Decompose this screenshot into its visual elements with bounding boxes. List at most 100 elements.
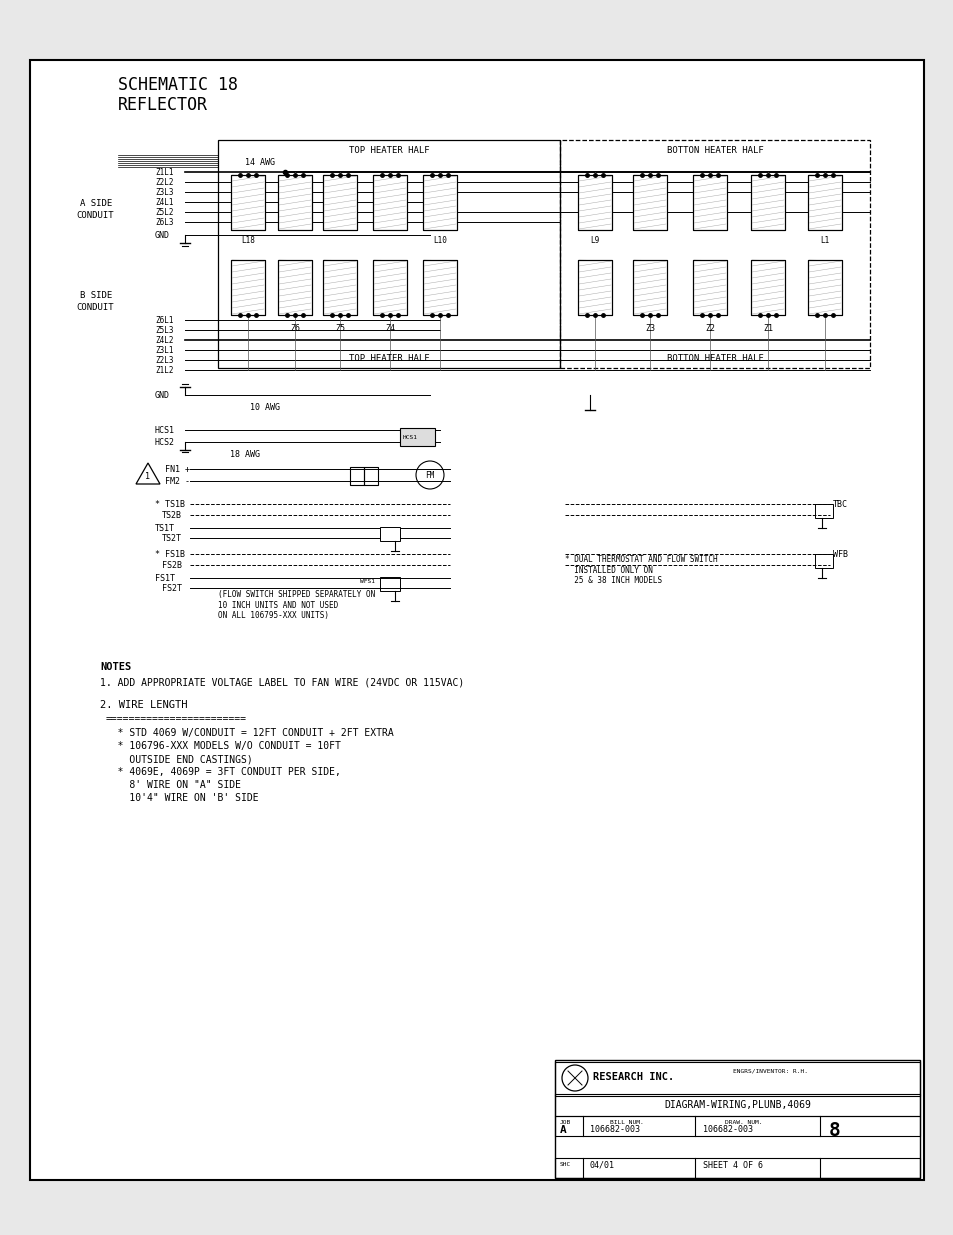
Bar — [323, 175, 356, 230]
Text: TBC: TBC — [832, 499, 847, 509]
Bar — [633, 175, 666, 230]
Bar — [750, 261, 784, 315]
Text: FM2 -: FM2 - — [165, 477, 190, 485]
Text: CONDUIT: CONDUIT — [76, 210, 113, 220]
Text: ========================: ======================== — [106, 714, 247, 724]
Text: BILL NUM.: BILL NUM. — [609, 1119, 643, 1125]
Bar — [750, 261, 784, 315]
Text: Z6L1: Z6L1 — [154, 315, 173, 325]
Text: Z4L2: Z4L2 — [154, 336, 173, 345]
Text: * FS1B: * FS1B — [154, 550, 185, 558]
Bar — [555, 1116, 919, 1136]
Bar — [373, 175, 407, 230]
Text: (FLOW SWITCH SHIPPED SEPARATELY ON
10 INCH UNITS AND NOT USED
ON ALL 106795-XXX : (FLOW SWITCH SHIPPED SEPARATELY ON 10 IN… — [218, 590, 375, 620]
Text: Z4L1: Z4L1 — [154, 198, 173, 206]
Bar — [231, 261, 265, 315]
Bar — [422, 175, 456, 230]
Text: * DUAL THERMOSTAT AND FLOW SWITCH
  INSTALLED ONLY ON
  25 & 38 INCH MODELS: * DUAL THERMOSTAT AND FLOW SWITCH INSTAL… — [564, 555, 717, 585]
Text: HCS1: HCS1 — [402, 435, 417, 440]
Bar — [350, 467, 364, 485]
Bar — [578, 261, 612, 315]
Text: CONDUIT: CONDUIT — [76, 303, 113, 311]
Bar — [578, 261, 612, 315]
Text: JOB: JOB — [559, 1119, 571, 1125]
Text: 106682-003: 106682-003 — [702, 1125, 752, 1135]
Text: 10 AWG: 10 AWG — [250, 403, 280, 411]
Bar — [814, 504, 832, 517]
Text: Z5L2: Z5L2 — [154, 207, 173, 216]
Text: L1: L1 — [820, 236, 829, 245]
Text: FN1 +: FN1 + — [165, 464, 190, 473]
Text: 106682-003: 106682-003 — [589, 1125, 639, 1135]
Text: Z5L3: Z5L3 — [154, 326, 173, 335]
Bar — [807, 261, 841, 315]
Text: TOP HEATER HALF: TOP HEATER HALF — [349, 353, 429, 363]
Text: L10: L10 — [433, 236, 446, 245]
Bar — [323, 175, 356, 230]
Text: Z5: Z5 — [335, 324, 345, 332]
Bar — [578, 175, 612, 230]
Text: Z3L3: Z3L3 — [154, 188, 173, 196]
Text: ENGRS/INVENTOR: R.H.: ENGRS/INVENTOR: R.H. — [732, 1068, 807, 1073]
Bar — [422, 261, 456, 315]
Bar — [277, 261, 312, 315]
Bar — [692, 175, 726, 230]
Bar — [807, 261, 841, 315]
Bar — [692, 175, 726, 230]
Text: TS2T: TS2T — [162, 534, 182, 542]
Text: Z2L2: Z2L2 — [154, 178, 173, 186]
Text: DRAW. NUM.: DRAW. NUM. — [724, 1119, 761, 1125]
Text: 10'4" WIRE ON 'B' SIDE: 10'4" WIRE ON 'B' SIDE — [100, 793, 258, 803]
Text: Z6: Z6 — [290, 324, 299, 332]
Bar — [814, 555, 832, 568]
Bar — [373, 261, 407, 315]
Text: WFS1: WFS1 — [359, 578, 375, 583]
Bar — [692, 261, 726, 315]
Text: 2. WIRE LENGTH: 2. WIRE LENGTH — [100, 700, 188, 710]
Bar — [231, 175, 265, 230]
Text: HCS1: HCS1 — [154, 426, 174, 435]
Bar — [231, 175, 265, 230]
Bar — [633, 175, 666, 230]
Text: TS1T: TS1T — [154, 524, 174, 532]
Text: TS2B: TS2B — [162, 510, 182, 520]
Text: FS1T: FS1T — [154, 573, 174, 583]
Text: FS2B: FS2B — [162, 561, 182, 569]
Text: A SIDE: A SIDE — [80, 199, 112, 207]
Text: B SIDE: B SIDE — [80, 290, 112, 300]
Text: GND: GND — [154, 231, 170, 240]
Text: Z2: Z2 — [704, 324, 714, 332]
Bar — [218, 140, 559, 368]
Text: REFLECTOR: REFLECTOR — [118, 96, 208, 114]
Text: 1. ADD APPROPRIATE VOLTAGE LABEL TO FAN WIRE (24VDC OR 115VAC): 1. ADD APPROPRIATE VOLTAGE LABEL TO FAN … — [100, 677, 464, 687]
Bar — [379, 577, 399, 592]
Text: SCHEMATIC 18: SCHEMATIC 18 — [118, 77, 237, 94]
Bar — [750, 175, 784, 230]
Bar — [555, 1062, 919, 1095]
Text: BOTTON HEATER HALF: BOTTON HEATER HALF — [666, 146, 762, 154]
Bar — [277, 175, 312, 230]
Bar — [807, 175, 841, 230]
Text: * STD 4069 W/CONDUIT = 12FT CONDUIT + 2FT EXTRA: * STD 4069 W/CONDUIT = 12FT CONDUIT + 2F… — [100, 727, 394, 739]
Bar — [364, 467, 377, 485]
Bar — [555, 1094, 919, 1116]
Bar — [277, 175, 312, 230]
Text: * 106796-XXX MODELS W/O CONDUIT = 10FT: * 106796-XXX MODELS W/O CONDUIT = 10FT — [100, 741, 340, 751]
Text: 18 AWG: 18 AWG — [230, 450, 260, 458]
Text: FS2T: FS2T — [162, 583, 182, 593]
Text: Z3L1: Z3L1 — [154, 346, 173, 354]
Text: RESEARCH INC.: RESEARCH INC. — [593, 1072, 674, 1082]
Text: Z1L2: Z1L2 — [154, 366, 173, 374]
Text: TOP HEATER HALF: TOP HEATER HALF — [349, 146, 429, 154]
Text: WFB: WFB — [832, 550, 847, 558]
Bar — [422, 261, 456, 315]
Text: NOTES: NOTES — [100, 662, 132, 672]
Text: GND: GND — [154, 390, 170, 399]
Bar — [559, 140, 869, 368]
Text: SHEET 4 OF 6: SHEET 4 OF 6 — [702, 1161, 762, 1170]
Bar — [373, 175, 407, 230]
Text: OUTSIDE END CASTINGS): OUTSIDE END CASTINGS) — [100, 755, 253, 764]
Bar — [373, 261, 407, 315]
Text: Z1: Z1 — [762, 324, 772, 332]
Text: FM: FM — [424, 471, 434, 479]
